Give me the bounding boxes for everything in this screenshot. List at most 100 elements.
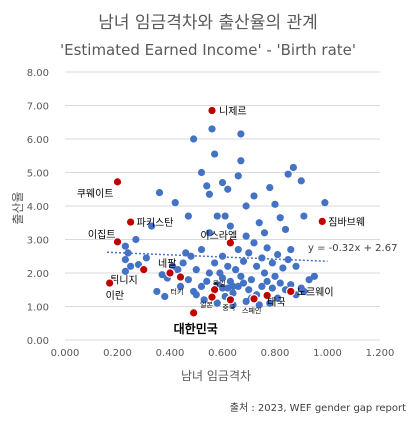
point-label: 이집트 (88, 229, 116, 241)
highlighted-point (207, 105, 217, 116)
chart-subtitle: 'Estimated Earned Income' - 'Birth rate' (60, 41, 356, 59)
data-point (284, 170, 292, 178)
highlighted-point (249, 293, 259, 304)
data-point (132, 235, 140, 244)
data-point (197, 245, 206, 254)
data-point (184, 276, 192, 284)
data-point (274, 294, 282, 302)
x-tick-label: 0.600 (208, 348, 237, 359)
data-point (224, 262, 232, 270)
data-point (155, 189, 164, 197)
data-point (224, 185, 232, 193)
highlighted-point (175, 272, 186, 282)
data-point (300, 287, 308, 296)
data-point (216, 269, 224, 277)
data-point (284, 256, 292, 264)
data-point (121, 256, 129, 264)
highlighted-point (225, 294, 236, 305)
point-label: 이란 (106, 290, 124, 302)
point-label: 짐바브웨 (328, 216, 365, 228)
data-point (203, 182, 211, 190)
point-label: 튀니지 (110, 275, 138, 287)
data-point (176, 282, 185, 290)
data-point (255, 301, 263, 309)
data-point (260, 229, 269, 237)
data-point (279, 264, 287, 272)
data-point (297, 177, 305, 185)
data-point (187, 252, 195, 260)
data-point (274, 250, 282, 259)
data-point (171, 199, 179, 207)
data-point (263, 277, 271, 285)
data-point (237, 130, 245, 138)
x-axis-label: 남녀 임금격차 (181, 369, 251, 383)
point-label: 스페인 (242, 306, 261, 315)
data-point (218, 284, 227, 292)
data-point (250, 192, 258, 200)
data-point (218, 252, 227, 260)
y-tick-label: 6.00 (27, 135, 49, 146)
highlighted-point (125, 217, 136, 227)
data-point (205, 269, 213, 277)
data-point (213, 299, 221, 307)
data-point (124, 249, 132, 257)
data-point (239, 257, 248, 265)
data-point (190, 135, 198, 143)
highlighted-point (317, 216, 328, 227)
highlighted-point (165, 268, 175, 278)
y-tick-label: 1.00 (27, 303, 49, 314)
data-point (245, 286, 253, 294)
data-point (208, 125, 216, 133)
data-point (253, 262, 261, 270)
x-tick-label: 0.200 (103, 348, 132, 359)
data-point (213, 212, 221, 220)
point-label: 독일 (213, 279, 226, 288)
data-point (258, 254, 266, 262)
data-point (174, 266, 182, 274)
data-point (127, 262, 135, 270)
point-label: 쿠웨이트 (77, 188, 114, 200)
data-point (211, 150, 219, 158)
y-tick-label: 7.00 (27, 102, 49, 113)
point-label: 일본 (200, 300, 213, 309)
data-point (268, 259, 276, 267)
point-label: 네팔 (158, 258, 176, 270)
data-point (234, 245, 242, 254)
data-point (287, 281, 295, 289)
trendline-path (106, 251, 328, 263)
y-tick-label: 5.00 (27, 169, 49, 180)
data-point (179, 259, 187, 267)
y-tick-label: 8.00 (27, 68, 49, 79)
data-point (182, 249, 190, 257)
data-point (281, 225, 290, 234)
data-point (221, 212, 229, 220)
data-point (203, 277, 211, 285)
data-point (226, 222, 234, 230)
y-axis-ticks: 0.00 1.00 2.00 3.00 4.00 5.00 6.00 7.00 8.00 (27, 68, 49, 347)
data-point (263, 244, 271, 252)
data-point (197, 282, 206, 290)
x-tick-label: 0.800 (261, 348, 290, 359)
trendline-equation: y = -0.32x + 2.67 (308, 243, 397, 254)
data-point (229, 289, 237, 297)
data-point (242, 297, 250, 306)
point-label: 대한민국 (174, 321, 218, 336)
data-point (200, 296, 208, 304)
data-point (184, 212, 192, 220)
point-label: 중국 (222, 304, 235, 312)
highlighted-point (188, 308, 199, 318)
data-point (142, 254, 150, 262)
data-point (260, 269, 269, 277)
data-point (245, 249, 253, 257)
data-point (239, 279, 248, 287)
x-tick-label: 0.400 (156, 348, 185, 359)
y-tick-label: 3.00 (27, 236, 49, 247)
data-point (234, 282, 242, 290)
data-point (268, 284, 276, 292)
source-note: 출처 : 2023, WEF gender gap report (230, 402, 406, 414)
data-point (232, 266, 240, 274)
data-point (250, 239, 258, 247)
highlighted-point (104, 278, 115, 288)
